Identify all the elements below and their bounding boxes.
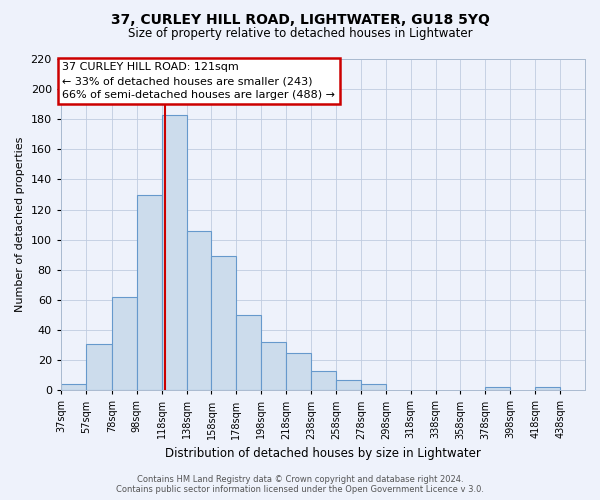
Bar [61, 384, 86, 390]
Bar [485, 388, 510, 390]
Text: Size of property relative to detached houses in Lightwater: Size of property relative to detached ho… [128, 28, 472, 40]
Bar [336, 380, 361, 390]
Bar [286, 352, 311, 391]
Bar [211, 256, 236, 390]
X-axis label: Distribution of detached houses by size in Lightwater: Distribution of detached houses by size … [165, 447, 481, 460]
Bar [311, 370, 336, 390]
Bar [161, 114, 187, 390]
Text: Contains HM Land Registry data © Crown copyright and database right 2024.
Contai: Contains HM Land Registry data © Crown c… [116, 474, 484, 494]
Bar [187, 230, 211, 390]
Bar [236, 315, 261, 390]
Text: 37, CURLEY HILL ROAD, LIGHTWATER, GU18 5YQ: 37, CURLEY HILL ROAD, LIGHTWATER, GU18 5… [110, 12, 490, 26]
Bar [535, 388, 560, 390]
Bar [86, 344, 112, 390]
Y-axis label: Number of detached properties: Number of detached properties [15, 137, 25, 312]
Bar [361, 384, 386, 390]
Text: 37 CURLEY HILL ROAD: 121sqm
← 33% of detached houses are smaller (243)
66% of se: 37 CURLEY HILL ROAD: 121sqm ← 33% of det… [62, 62, 335, 100]
Bar [261, 342, 286, 390]
Bar [137, 194, 161, 390]
Bar [112, 297, 137, 390]
